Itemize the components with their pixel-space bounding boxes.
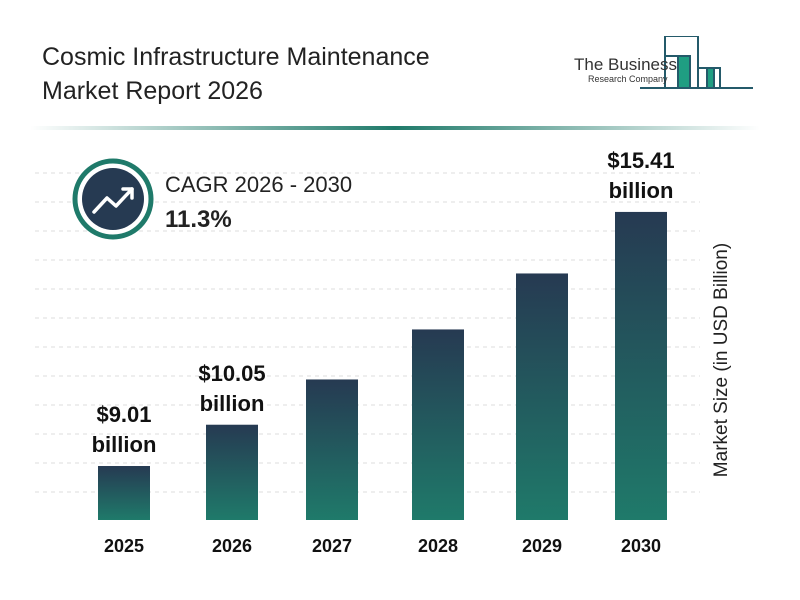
x-tick-label: 2026 [211, 536, 253, 556]
cagr-label: CAGR 2026 - 2030 [165, 172, 353, 197]
logo-text: The Business [574, 55, 677, 74]
bar-2029 [516, 273, 568, 520]
x-tick-label: 2028 [417, 536, 459, 556]
cagr-value: 11.3% [165, 206, 232, 233]
bar-2030 [615, 211, 667, 521]
data-label-value: $10.05 [198, 360, 266, 386]
x-tick-label: 2025 [103, 536, 145, 556]
company-logo: The Business Research Company [570, 36, 755, 96]
title-line-2: Market Report 2026 [42, 77, 263, 105]
y-axis-label: Market Size (in USD Billion) [711, 242, 732, 478]
x-tick-label: 2029 [521, 536, 563, 556]
trending-up-icon [72, 158, 154, 240]
data-label: $15.41 billion [607, 146, 674, 206]
bar-2027 [306, 379, 358, 520]
logo-subtext: Research Company [588, 74, 668, 84]
logo-buildings-icon [640, 36, 753, 89]
data-label: $9.01 billion [92, 400, 157, 460]
bar-2028 [412, 329, 464, 520]
data-label-unit: billion [91, 432, 157, 457]
page-title: Cosmic Infrastructure Maintenance Market… [42, 40, 430, 108]
data-label-value: $15.41 [607, 147, 675, 173]
x-tick-label: 2030 [620, 536, 662, 556]
data-label-value: $9.01 [96, 402, 152, 427]
bar-2025 [98, 466, 150, 520]
x-tick-label: 2027 [311, 536, 353, 556]
data-label: $10.05 billion [198, 359, 265, 419]
title-line-1: Cosmic Infrastructure Maintenance [42, 43, 430, 71]
bar-2026 [206, 424, 258, 520]
data-label-unit: billion [199, 390, 265, 416]
divider [30, 126, 760, 130]
data-label-unit: billion [608, 177, 674, 203]
